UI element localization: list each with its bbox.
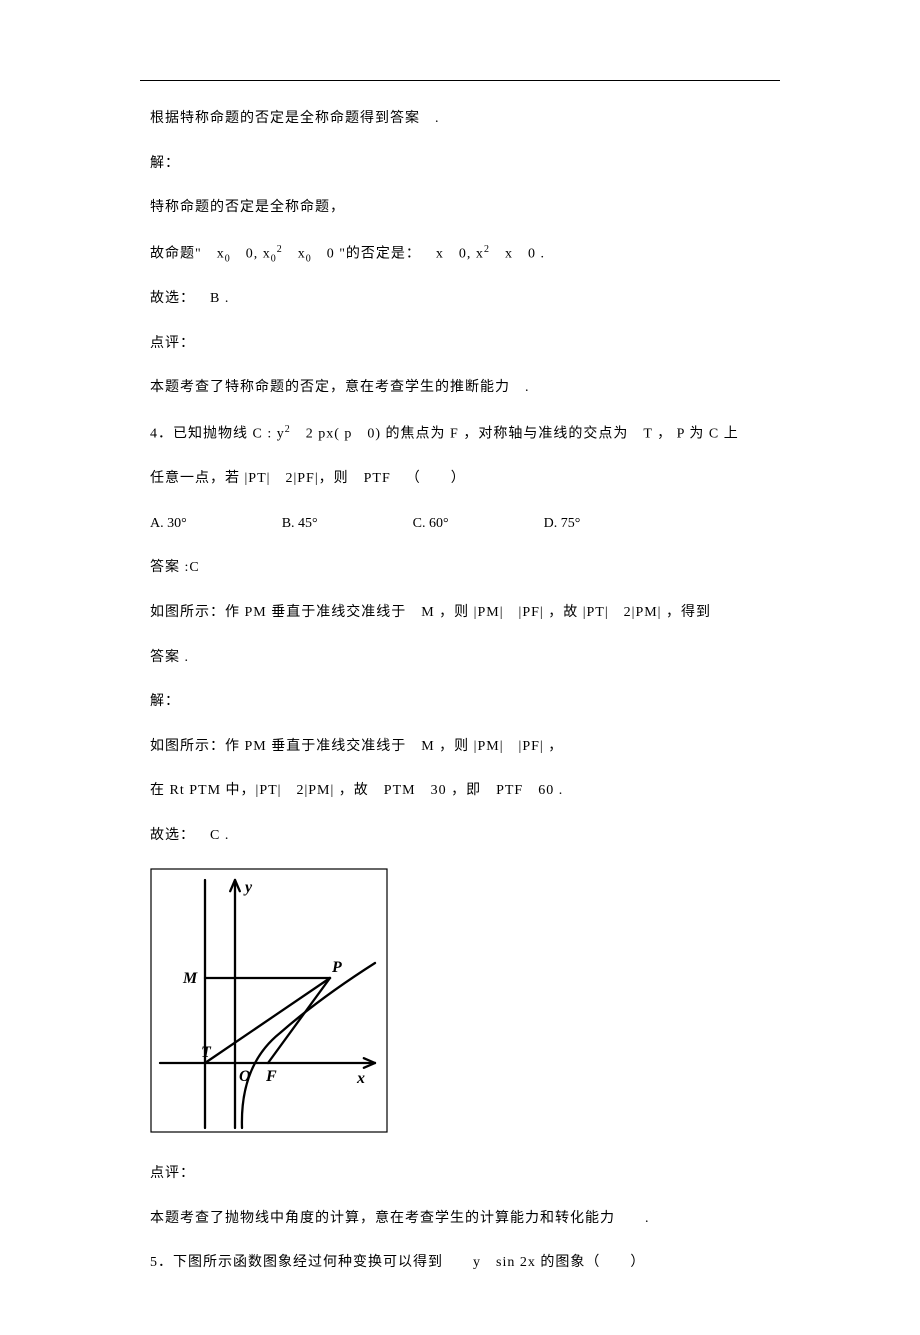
svg-text:F: F: [265, 1068, 277, 1085]
expr-sub: 0: [271, 253, 277, 264]
q4-stem-2: 任意一点，若 |PT| 2|PF|，则 PTF （ ）: [150, 466, 770, 493]
svg-text:P: P: [331, 959, 342, 976]
para-comment-1: 本题考查了特称命题的否定，意在考查学生的推断能力 .: [150, 375, 770, 402]
para-summary: 根据特称命题的否定是全称命题得到答案 .: [150, 106, 770, 133]
para-negation-expr: 故命题" x0 0, x02 x0 0 "的否定是： x 0, x2 x 0 .: [150, 240, 770, 268]
para-text-1: 特称命题的否定是全称命题，: [150, 195, 770, 222]
q4-answer-c: 故选： C .: [150, 823, 770, 850]
svg-text:x: x: [356, 1070, 365, 1087]
q4-opt-d: D. 75°: [544, 511, 581, 538]
q4-solve-label: 解：: [150, 689, 770, 716]
q4-exp-1: 如图所示：作 PM 垂直于准线交准线于 M ，则 |PM| |PF| ，故 |P…: [150, 600, 770, 627]
q4-answer: 答案 :C: [150, 555, 770, 582]
expr-seg: 0 "的否定是： x 0, x: [312, 246, 484, 261]
svg-text:O: O: [239, 1068, 251, 1085]
svg-text:y: y: [243, 879, 253, 896]
q4-solve-2: 在 Rt PTM 中，|PT| 2|PM| ，故 PTM 30 ，即 PTF 6…: [150, 778, 770, 805]
expr-seg: 0, x: [231, 246, 271, 261]
top-rule: [140, 80, 780, 81]
parabola-svg: M P T OFy x: [150, 868, 388, 1133]
q4-comment-text: 本题考查了抛物线中角度的计算，意在考查学生的计算能力和转化能力 .: [150, 1206, 770, 1233]
para-comment-label: 点评：: [150, 331, 770, 358]
expr-seg: 2 px( p 0) 的焦点为 F ，对称轴与准线的交点为 T ， P 为 C …: [291, 427, 739, 442]
q4-exp-2: 答案 .: [150, 645, 770, 672]
expr-seg: x 0 .: [490, 246, 545, 261]
svg-text:T: T: [201, 1044, 212, 1061]
q4-options: A. 30° B. 45° C. 60° D. 75°: [150, 511, 770, 538]
expr-seg: 故命题" x: [150, 246, 225, 261]
q4-opt-a: A. 30°: [150, 511, 187, 538]
q4-opt-b: B. 45°: [282, 511, 318, 538]
svg-text:M: M: [182, 970, 198, 987]
q4-comment-label: 点评：: [150, 1161, 770, 1188]
expr-seg: 4．已知抛物线 C : y: [150, 427, 285, 442]
para-answer-b: 故选： B .: [150, 286, 770, 313]
q4-opt-c: C. 60°: [413, 511, 449, 538]
q4-stem-1: 4．已知抛物线 C : y2 2 px( p 0) 的焦点为 F ，对称轴与准线…: [150, 420, 770, 448]
q4-solve-1: 如图所示：作 PM 垂直于准线交准线于 M ，则 |PM| |PF| ，: [150, 734, 770, 761]
parabola-figure: M P T OFy x: [150, 868, 770, 1144]
q5-stem: 5．下图所示函数图象经过何种变换可以得到 y sin 2x 的图象（ ）: [150, 1250, 770, 1277]
expr-seg: x: [283, 246, 306, 261]
para-solve-label: 解：: [150, 151, 770, 178]
